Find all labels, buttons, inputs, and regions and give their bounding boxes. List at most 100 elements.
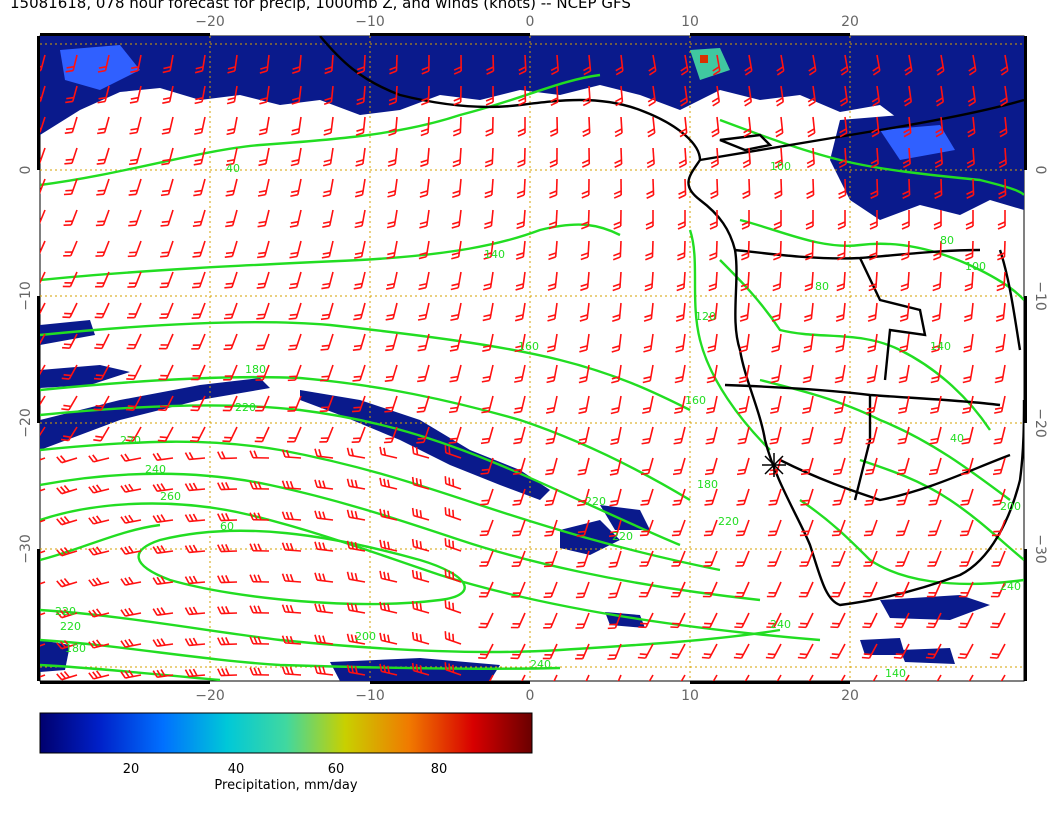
- lat-tick: −20: [18, 408, 34, 438]
- wind-barb: [869, 240, 878, 261]
- wind-barb: [223, 302, 238, 320]
- wind-barb: [287, 364, 302, 382]
- wind-barb: [314, 634, 334, 645]
- contour-label: 220: [585, 495, 606, 508]
- wind-barb: [995, 302, 1006, 322]
- wind-barb: [94, 333, 110, 350]
- wind-barb: [56, 547, 78, 557]
- wind-barb: [829, 643, 846, 659]
- wind-barb: [613, 178, 622, 199]
- wind-barb: [95, 209, 110, 227]
- wind-barb: [379, 601, 398, 614]
- wind-barb: [281, 573, 302, 583]
- wind-barb: [385, 271, 398, 290]
- wind-barb: [737, 426, 750, 445]
- wind-barb: [799, 550, 814, 567]
- wind-barb: [680, 54, 689, 76]
- wind-barb: [449, 364, 462, 383]
- wind-barb: [379, 539, 398, 552]
- wind-barb: [444, 538, 462, 552]
- wind-barb: [646, 178, 655, 199]
- wind-barb: [514, 302, 526, 322]
- wind-barb: [839, 85, 849, 107]
- wind-barb: [581, 147, 591, 168]
- wind-barb: [967, 116, 976, 138]
- wind-barb: [513, 426, 526, 445]
- wind-barb: [614, 116, 623, 138]
- wind-barb: [514, 333, 526, 353]
- wind-barb: [485, 116, 494, 137]
- wind-barb: [324, 54, 334, 75]
- contour-label: 160: [685, 394, 706, 407]
- wind-barb: [480, 426, 494, 445]
- wind-barb: [319, 395, 334, 413]
- wind-barb: [933, 240, 942, 261]
- wind-barb: [127, 302, 142, 319]
- wind-barb: [802, 364, 814, 384]
- wind-barb: [291, 85, 302, 105]
- wind-barb: [803, 333, 814, 353]
- wind-barb: [935, 85, 945, 107]
- wind-barb: [771, 333, 782, 353]
- wind-barb: [733, 643, 750, 659]
- wind-barb: [452, 116, 462, 137]
- wind-barb: [739, 333, 750, 353]
- wind-barb: [549, 147, 558, 168]
- wind-barb: [222, 426, 238, 443]
- wind-barb: [741, 210, 750, 230]
- contour-label: 220: [120, 434, 141, 447]
- wind-barb: [483, 240, 494, 260]
- contour-label: 140: [484, 248, 505, 261]
- wind-barb: [935, 116, 944, 138]
- wind-barb: [40, 302, 46, 318]
- wind-barb: [379, 632, 398, 645]
- wind-barb: [481, 364, 494, 383]
- wind-barb: [580, 240, 590, 261]
- wind-barb: [152, 576, 174, 586]
- wind-barb: [609, 457, 622, 476]
- wind-barb: [353, 271, 366, 290]
- wind-barb: [994, 395, 1006, 414]
- colorbar: [39, 712, 533, 754]
- wind-barb: [517, 147, 526, 168]
- wind-barb: [184, 451, 206, 461]
- wind-barb: [217, 606, 238, 615]
- wind-barb: [934, 178, 943, 199]
- wind-barb: [644, 674, 654, 681]
- contour-label-group: 40 140 160 180 220 220 240 260 60 220 22…: [55, 160, 1021, 680]
- wind-barb: [191, 333, 206, 350]
- wind-barb: [998, 178, 1007, 199]
- wind-barb: [452, 147, 462, 168]
- wind-barb: [513, 395, 526, 414]
- wind-barb: [893, 643, 910, 659]
- wind-barb: [673, 426, 686, 445]
- wind-barb: [928, 488, 942, 506]
- wind-barb: [127, 271, 142, 288]
- wind-barb: [511, 550, 526, 568]
- wind-barb: [290, 178, 302, 198]
- wind-barb: [575, 643, 590, 660]
- wind-barb: [743, 85, 753, 107]
- wind-barb: [1000, 54, 1009, 76]
- wind-barb: [672, 457, 686, 476]
- wind-barb: [549, 674, 558, 681]
- wind-barb: [674, 395, 686, 414]
- wind-barb: [549, 116, 559, 137]
- wind-barb: [744, 54, 753, 76]
- wind-barb: [379, 570, 398, 583]
- wind-barb: [900, 674, 910, 681]
- wind-barb: [478, 581, 494, 598]
- wind-barb: [770, 364, 782, 384]
- wind-barb: [40, 674, 46, 681]
- wind-barb: [346, 478, 366, 490]
- wind-barb: [774, 147, 783, 169]
- contour-label: 180: [245, 363, 266, 376]
- wind-barb: [411, 538, 430, 552]
- wind-barb: [479, 519, 494, 537]
- wind-barb: [899, 333, 910, 353]
- wind-barb: [510, 612, 526, 629]
- wind-barb: [314, 510, 334, 521]
- colorbar-tick: 20: [123, 762, 140, 777]
- wind-barb: [962, 395, 974, 414]
- wind-barb: [351, 426, 366, 444]
